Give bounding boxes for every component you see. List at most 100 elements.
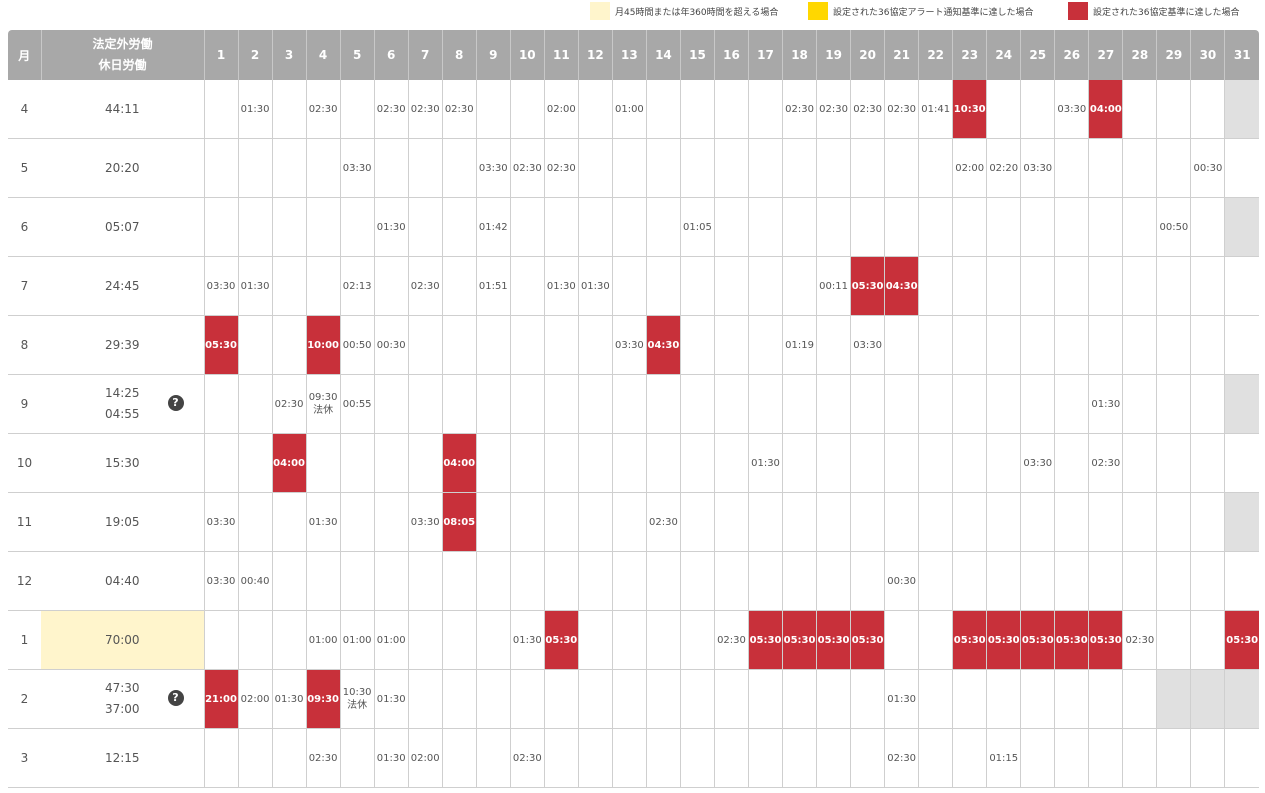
day-cell: 10:00: [305, 315, 341, 375]
day-hours-value: 01:42: [478, 221, 508, 233]
day-cell: [713, 197, 749, 257]
empty-day-cell: [1224, 669, 1259, 729]
day-cell: [713, 138, 749, 198]
day-cell: [339, 728, 375, 788]
day-cell: 00:55: [339, 374, 375, 434]
overtime-total: 04:40: [104, 573, 140, 588]
day-cell: [816, 492, 851, 552]
day-cell: [747, 492, 783, 552]
month-cell: 10: [8, 433, 41, 493]
month-cell: 8: [8, 315, 41, 375]
day-cell: [509, 80, 545, 139]
day-cell: [747, 669, 783, 729]
day-cell: [611, 138, 647, 198]
legend-item-limit-reached: 設定された36協定基準に達した場合: [1068, 1, 1239, 21]
day-cell: [407, 374, 443, 434]
day-cell: [986, 374, 1021, 434]
day-cell: [1088, 197, 1123, 257]
day-cell: [509, 315, 545, 375]
overtime-total: 19:05: [104, 514, 140, 529]
day-hours-value: 02:20: [989, 162, 1019, 174]
day-column-header: 2: [237, 30, 273, 80]
month-row: 11 19:05 03:30 01:30 03:30 08:05 02:30: [8, 492, 1259, 552]
overtime-total: 14:25: [104, 386, 140, 400]
day-cell: [577, 551, 613, 611]
month-row: 3 12:15 02:30 01:30 02:00 02:30 02:30 01:15: [8, 728, 1259, 788]
day-cell: 03:30: [203, 492, 239, 552]
day-hours-value: 00:30: [887, 575, 917, 587]
day-cell: 04:00: [1088, 80, 1123, 139]
day-column-header: 14: [645, 30, 681, 80]
legend-swatch-yellow-light: [590, 2, 610, 20]
day-cell: 05:30: [1054, 610, 1089, 670]
day-cell: [1122, 433, 1157, 493]
empty-day-cell: [1224, 80, 1259, 139]
empty-day-cell: [1156, 669, 1191, 729]
day-cell: [1122, 492, 1157, 552]
day-cell: [1020, 80, 1055, 139]
day-cell: [747, 80, 783, 139]
day-cell: [679, 551, 715, 611]
day-cell: [577, 492, 613, 552]
day-cell: [407, 433, 443, 493]
day-cell: 05:30: [1224, 610, 1259, 670]
table-header-row: 月 法定外労働 休日労働 1 2 3 4 5 6 7 8 9 10 11 12 13 14 15 16 17 18…: [8, 30, 1259, 80]
day-hours-value: 01:00: [614, 103, 644, 115]
day-cell: [986, 197, 1021, 257]
day-cell: 02:30: [305, 728, 341, 788]
day-cell: [816, 551, 851, 611]
day-cell: [645, 138, 681, 198]
day-cell: [918, 315, 953, 375]
overtime-total: 70:00: [104, 632, 140, 647]
day-hours-value: 05:30: [851, 634, 884, 646]
day-cell: [1054, 669, 1089, 729]
legend-swatch-red: [1068, 2, 1088, 20]
day-column-header: 13: [611, 30, 647, 80]
day-cell: 02:30: [884, 728, 919, 788]
month-cell: 7: [8, 256, 41, 316]
day-cell: 03:30: [611, 315, 647, 375]
help-icon[interactable]: ?: [167, 395, 184, 411]
day-cell: [1054, 315, 1089, 375]
day-cell: [1156, 80, 1191, 139]
day-cell: [816, 138, 851, 198]
day-cell: [713, 315, 749, 375]
day-hours-value: 04:00: [1089, 103, 1122, 115]
day-cell: [339, 80, 375, 139]
day-cell: [850, 728, 885, 788]
day-hours-value: 02:30: [376, 103, 406, 115]
day-cell: [271, 138, 307, 198]
day-cell: 02:30: [305, 80, 341, 139]
day-cell: [271, 80, 307, 139]
day-cell: 09:30 法休: [305, 374, 341, 434]
day-cell: 05:30: [747, 610, 783, 670]
day-cell: [747, 374, 783, 434]
day-cell: [645, 256, 681, 316]
day-cell: 01:00: [611, 80, 647, 139]
day-cell: [543, 433, 579, 493]
day-cell: [203, 433, 239, 493]
day-cell: 03:30: [475, 138, 511, 198]
day-cell: 01:30: [271, 669, 307, 729]
day-column-header: 24: [986, 30, 1021, 80]
day-hours-value: 02:30: [444, 103, 474, 115]
day-cell: [713, 374, 749, 434]
day-hours-value: 01:30: [546, 280, 576, 292]
day-cell: 03:30: [339, 138, 375, 198]
day-cell: [509, 669, 545, 729]
day-column-header: 30: [1190, 30, 1225, 80]
day-cell: [475, 610, 511, 670]
help-icon[interactable]: ?: [167, 690, 184, 706]
day-cell: [577, 433, 613, 493]
day-hours-value: 01:19: [785, 339, 814, 351]
day-cell: 02:30: [407, 256, 443, 316]
day-column-header: 17: [747, 30, 783, 80]
day-cell: 04:00: [441, 433, 477, 493]
day-column-header: 12: [577, 30, 613, 80]
day-cell: [611, 197, 647, 257]
day-cell: 00:30: [884, 551, 919, 611]
day-cell: [237, 492, 273, 552]
day-cell: [986, 492, 1021, 552]
day-cell: [713, 669, 749, 729]
month-cell: 2: [8, 669, 41, 729]
